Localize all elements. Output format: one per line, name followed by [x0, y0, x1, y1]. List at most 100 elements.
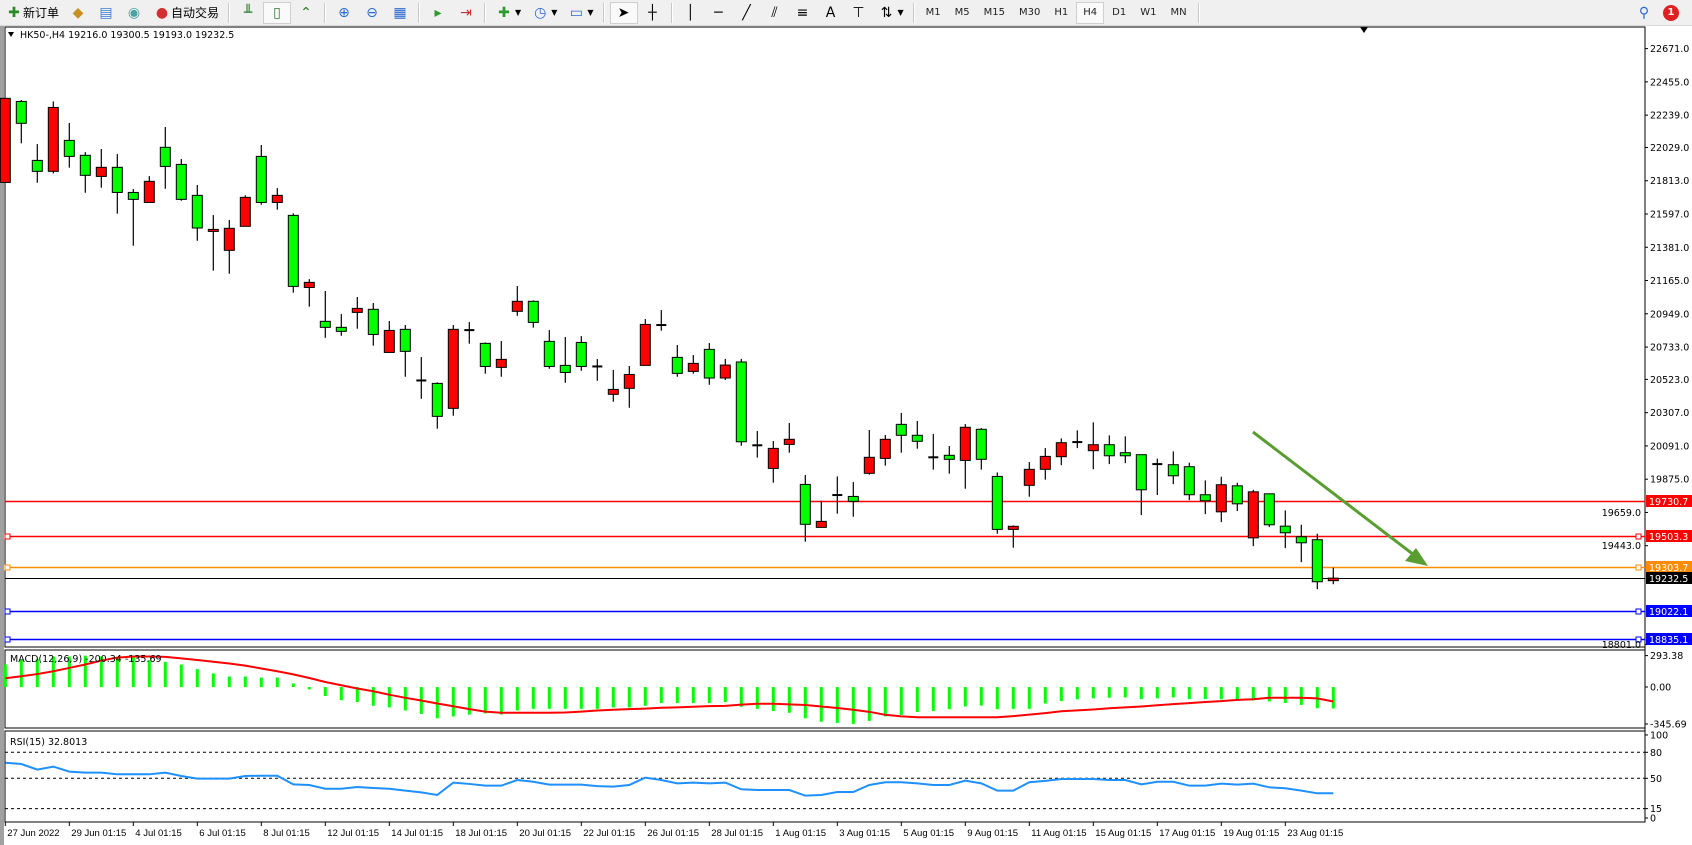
line-handle-right[interactable] — [1635, 564, 1642, 571]
candle — [383, 321, 395, 353]
signals-button[interactable]: ◉ — [121, 2, 147, 24]
candle — [495, 341, 507, 377]
chart-shift-marker-icon[interactable] — [1360, 27, 1368, 33]
macd-histogram-bar — [355, 687, 359, 702]
timeframe-m15[interactable]: M15 — [983, 7, 1006, 18]
candle — [719, 358, 731, 381]
timeframe-d1[interactable]: D1 — [1112, 7, 1127, 18]
chart-shift-button[interactable]: ⇥ — [453, 2, 479, 24]
candle-body — [543, 340, 555, 367]
trendline-button[interactable]: ╱ — [734, 2, 760, 24]
candle — [911, 420, 923, 449]
candle — [1135, 454, 1147, 516]
macd-histogram-bar — [1027, 687, 1031, 709]
macd-histogram-bar — [339, 687, 343, 701]
equidistant-channel-button[interactable]: ⫽ — [762, 2, 788, 24]
autoscroll-button[interactable]: ▸ — [425, 2, 451, 24]
macd-histogram-bar — [163, 661, 167, 687]
new-order-label: 新订单 — [23, 6, 60, 20]
crosshair-button[interactable]: ┼ — [640, 2, 666, 24]
timeframe-h4[interactable]: H4 — [1076, 1, 1105, 24]
candle-body — [1279, 525, 1291, 534]
candle-body — [447, 328, 459, 409]
macd-histogram-bar — [1123, 687, 1127, 698]
candle — [95, 149, 107, 188]
timeframe-m5[interactable]: M5 — [954, 7, 970, 18]
macd-histogram-bar — [1267, 687, 1271, 702]
bar-chart-button[interactable]: ╨ — [235, 2, 261, 24]
timeframe-w1[interactable]: W1 — [1140, 7, 1157, 18]
rsi-axis-label: 15 — [1650, 804, 1662, 815]
candle-body — [799, 483, 811, 525]
timeframe-h1[interactable]: H1 — [1054, 7, 1069, 18]
timeframe-m1[interactable]: M1 — [925, 7, 941, 18]
candle — [928, 434, 939, 470]
candle — [367, 303, 379, 346]
arrows-button[interactable]: ⇅ ▼ — [874, 2, 908, 24]
toolbar-separator — [418, 2, 421, 23]
auto-trading-button[interactable]: ● 自动交易 — [149, 2, 223, 24]
horizontal-line-icon: ─ — [714, 4, 723, 21]
line-handle-left[interactable] — [4, 564, 11, 571]
text-label-button[interactable]: ⊤ — [846, 2, 872, 24]
horizontal-line-button[interactable]: ─ — [706, 2, 732, 24]
line-handle-right[interactable] — [1635, 533, 1642, 540]
macd-histogram-bar — [723, 687, 727, 702]
rsi-axis-label: 80 — [1650, 748, 1662, 759]
text-button[interactable]: A — [818, 2, 844, 24]
cursor-button[interactable]: ➤ — [609, 1, 638, 24]
timeframe-mn[interactable]: MN — [1170, 7, 1187, 18]
candle — [783, 422, 795, 453]
market-watch-button[interactable]: ◆ — [65, 2, 91, 24]
tile-windows-button[interactable]: ▦ — [387, 2, 413, 24]
indicators-button[interactable]: ✚ ▼ — [491, 2, 525, 24]
search-button[interactable]: ⚲ — [1631, 2, 1657, 24]
candle — [1087, 422, 1099, 470]
macd-histogram-bar — [787, 687, 791, 713]
price-axis-label: 18801.0 — [1602, 640, 1641, 651]
price-axis-label: 19875.0 — [1650, 475, 1689, 486]
line-handle-right[interactable] — [1635, 608, 1642, 615]
macd-histogram-bar — [1107, 687, 1111, 698]
collapse-triangle-icon[interactable] — [8, 32, 14, 37]
line-chart-button[interactable]: ⌃ — [293, 2, 319, 24]
candle — [752, 430, 763, 458]
candle — [287, 213, 299, 293]
line-handle-right[interactable] — [1635, 636, 1642, 643]
candle — [447, 325, 459, 416]
timeframe-selector: M1 M5 M15 M30 H1 H4 D1 W1 MN — [919, 1, 1194, 24]
macd-histogram-bar — [99, 656, 103, 687]
timeframe-m30[interactable]: M30 — [1019, 7, 1041, 18]
candle-body — [159, 146, 171, 167]
candle-body — [175, 163, 187, 200]
trend-arrow-line[interactable] — [1252, 430, 1419, 560]
macd-histogram-bar — [467, 687, 471, 715]
candlestick-button[interactable]: ▯ — [263, 1, 292, 24]
zoom-in-button[interactable]: ⊕ — [331, 2, 357, 24]
periods-button[interactable]: ◷ ▼ — [527, 2, 561, 24]
candle — [1295, 524, 1307, 563]
macd-histogram-bar — [451, 687, 455, 717]
navigator-button[interactable]: ▤ — [93, 2, 119, 24]
notifications-button[interactable]: 1 — [1659, 2, 1691, 24]
fibonacci-button[interactable]: ≡ — [790, 2, 816, 24]
vertical-line-button[interactable]: │ — [678, 2, 704, 24]
price-line-tag — [1646, 572, 1692, 584]
new-order-button[interactable]: ✚ 新订单 — [1, 2, 63, 24]
trend-arrow[interactable] — [1252, 430, 1428, 566]
candle-body — [1183, 466, 1195, 496]
macd-axis-label: 0.00 — [1650, 683, 1671, 694]
line-handle-left[interactable] — [4, 608, 11, 615]
candle-body — [287, 214, 299, 287]
candle — [255, 145, 267, 205]
line-handle-left[interactable] — [4, 533, 11, 540]
zoom-out-button[interactable]: ⊖ — [359, 2, 385, 24]
macd-histogram-bar — [627, 687, 631, 708]
candle-body — [1295, 536, 1307, 544]
price-axis-label: 20523.0 — [1650, 375, 1689, 386]
line-handle-left[interactable] — [4, 636, 11, 643]
indicators-icon: ✚ — [498, 4, 510, 21]
templates-button[interactable]: ▭ ▼ — [563, 2, 597, 24]
macd-histogram-bar — [3, 664, 7, 687]
